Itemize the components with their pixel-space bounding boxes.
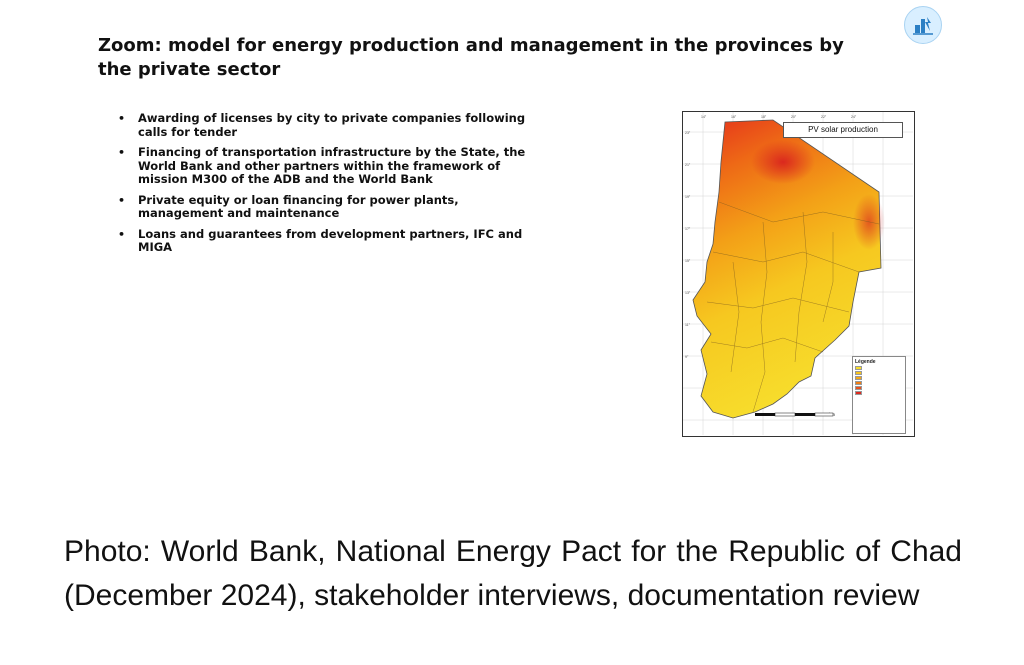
slide-title: Zoom: model for energy production and ma… <box>98 35 844 80</box>
photo-caption: Photo: World Bank, National Energy Pact … <box>64 535 962 612</box>
slide: Zoom: model for energy production and ma… <box>0 0 1024 520</box>
legend-row <box>855 386 903 390</box>
legend-row <box>855 376 903 380</box>
legend-swatches <box>855 366 903 395</box>
energy-logo-icon <box>904 6 942 44</box>
bullet-item: Loans and guarantees from development pa… <box>118 227 528 255</box>
legend-swatch <box>855 376 862 380</box>
legend-row <box>855 381 903 385</box>
svg-text:24°: 24° <box>851 115 857 119</box>
svg-text:13°: 13° <box>685 291 691 295</box>
svg-text:16°: 16° <box>731 115 737 119</box>
legend-swatch <box>855 371 862 375</box>
solar-map: 23° 21° 19° 17° 15° 13° 11° 9° 14° 16° 18° 20° 2… <box>682 111 915 437</box>
legend-row <box>855 371 903 375</box>
map-legend: Légende <box>852 356 906 434</box>
bullet-item: Awarding of licenses by city to private … <box>118 111 528 139</box>
bullet-list: Awarding of licenses by city to private … <box>118 111 528 262</box>
legend-row <box>855 391 903 395</box>
chad-map-svg: 23° 21° 19° 17° 15° 13° 11° 9° 14° 16° 18° 20° 2… <box>683 112 913 435</box>
svg-text:23°: 23° <box>685 131 691 135</box>
legend-swatch <box>855 391 862 395</box>
svg-text:9°: 9° <box>685 355 689 359</box>
bullet-item: Financing of transportation infrastructu… <box>118 145 528 187</box>
legend-swatch <box>855 386 862 390</box>
svg-text:21°: 21° <box>685 163 691 167</box>
svg-text:19°: 19° <box>685 195 691 199</box>
svg-text:17°: 17° <box>685 227 691 231</box>
map-title: PV solar production <box>783 122 903 138</box>
svg-text:11°: 11° <box>685 323 691 327</box>
svg-text:22°: 22° <box>821 115 827 119</box>
svg-text:20°: 20° <box>791 115 797 119</box>
svg-text:15°: 15° <box>685 259 691 263</box>
legend-swatch <box>855 366 862 370</box>
scale-bar-graphic <box>755 412 834 417</box>
legend-title: Légende <box>855 359 876 365</box>
scale-bar: 0 100 200 300 400 km <box>755 412 835 426</box>
legend-row <box>855 366 903 370</box>
legend-swatch <box>855 381 862 385</box>
svg-text:14°: 14° <box>701 115 707 119</box>
bullet-item: Private equity or loan financing for pow… <box>118 193 528 221</box>
svg-text:18°: 18° <box>761 115 767 119</box>
